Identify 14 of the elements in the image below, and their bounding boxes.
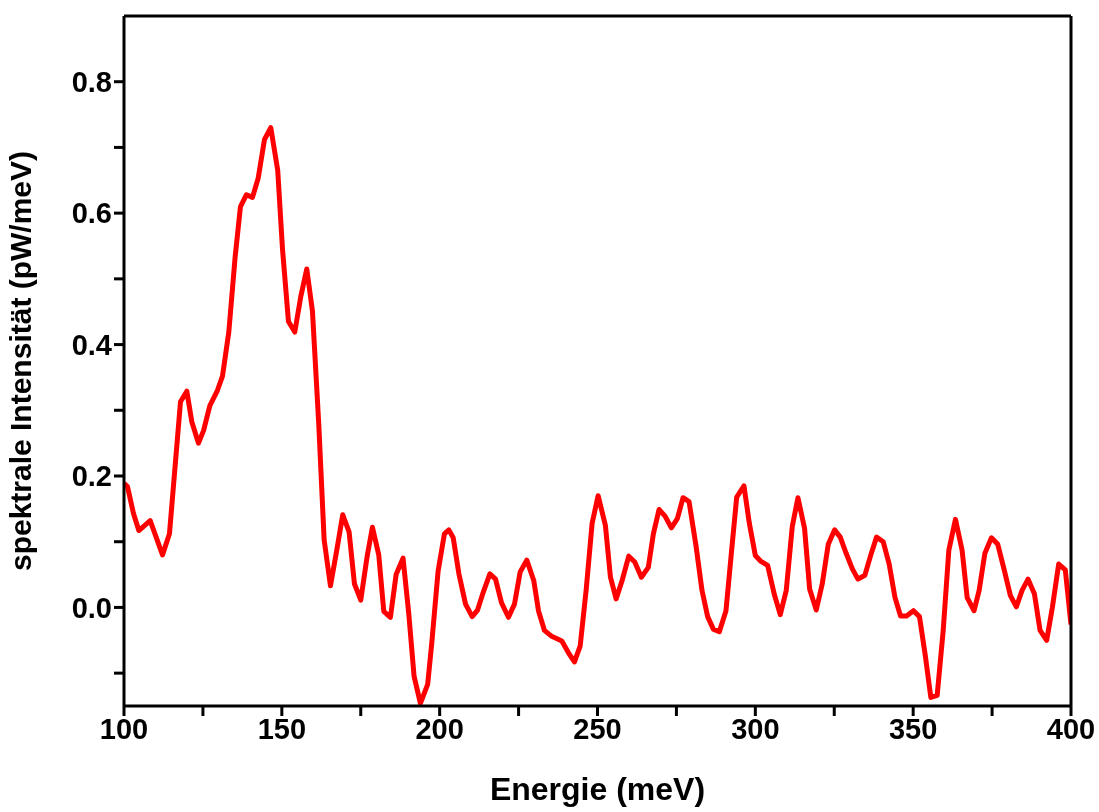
x-tick-label: 100: [99, 712, 149, 745]
x-tick-label: 300: [731, 712, 780, 745]
y-tick-label: 0.4: [71, 328, 112, 361]
y-axis-title: spektrale Intensität (pW/meV): [3, 150, 37, 572]
x-tick-label: 400: [1046, 712, 1096, 745]
x-tick-label: 250: [573, 712, 622, 745]
x-tick-label: 350: [888, 712, 938, 745]
y-tick-label: 0.8: [71, 66, 112, 99]
x-tick-label: 150: [257, 712, 307, 745]
y-tick-label: 0.6: [71, 197, 112, 230]
y-tick-label: 0.0: [71, 591, 112, 624]
y-tick-label: 0.2: [71, 460, 112, 493]
x-tick-label: 200: [415, 712, 464, 745]
x-axis-title: Energie (meV): [489, 771, 706, 807]
